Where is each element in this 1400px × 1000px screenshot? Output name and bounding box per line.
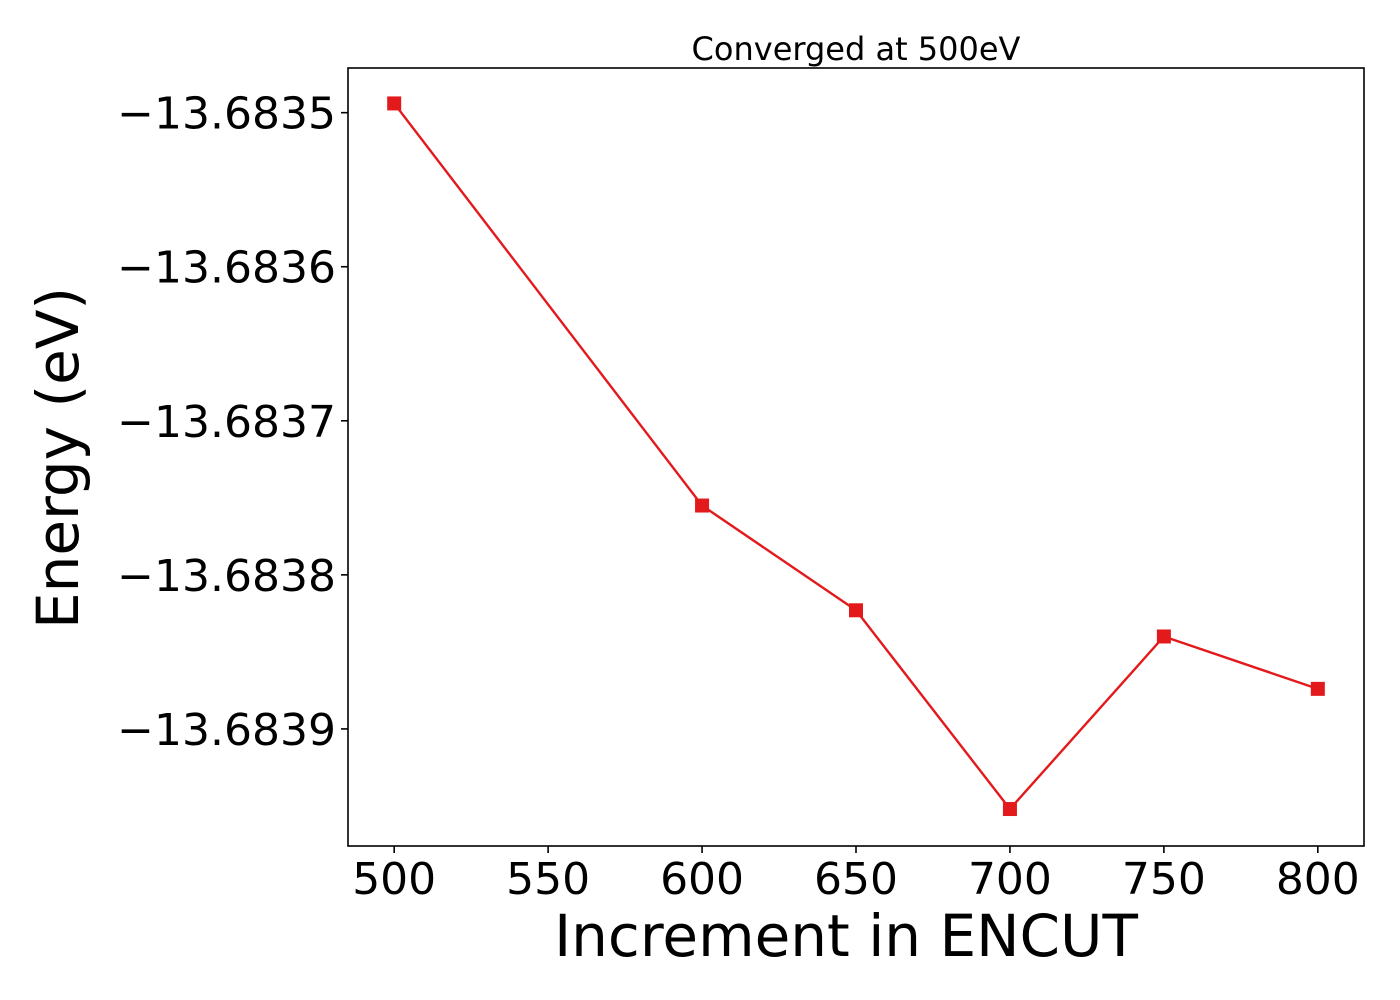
x-tick-label: 600 (660, 854, 744, 905)
x-tick-label: 700 (968, 854, 1052, 905)
data-point (849, 603, 863, 618)
chart-title: Converged at 500eV (692, 30, 1021, 68)
x-tick-label: 800 (1276, 854, 1360, 905)
y-tick-label: −13.6837 (117, 397, 336, 448)
data-point (1002, 802, 1017, 817)
y-axis-label: Energy (eV) (24, 287, 92, 629)
x-tick-label: 550 (506, 854, 590, 905)
y-tick-label: −13.6838 (117, 551, 336, 602)
y-tick-label: −13.6839 (117, 705, 336, 756)
data-series (387, 96, 1325, 817)
x-tick-label: 500 (352, 854, 436, 905)
y-tick-label: −13.6836 (117, 243, 336, 294)
data-point (695, 498, 710, 513)
plot-frame (347, 67, 1365, 847)
x-axis-label: Increment in ENCUT (554, 902, 1138, 970)
y-tick-label: −13.6835 (117, 89, 336, 140)
data-point (387, 96, 402, 111)
axis-ticks: 500 550 600 650 700 750 800 −13.6835 −13.6836 −13… (117, 89, 1360, 905)
data-point (1310, 681, 1325, 696)
x-tick-label: 750 (1122, 854, 1206, 905)
x-tick-label: 650 (814, 854, 898, 905)
data-point (1156, 629, 1171, 644)
series-line (393, 102, 1319, 811)
